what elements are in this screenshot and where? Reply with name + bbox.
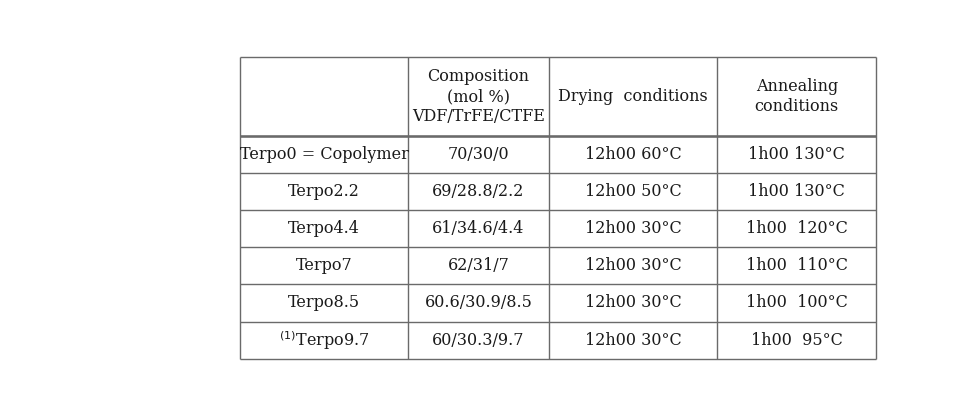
Text: 60/30.3/9.7: 60/30.3/9.7: [432, 332, 525, 349]
Text: 1h00  120°C: 1h00 120°C: [745, 220, 847, 237]
Text: 1h00  110°C: 1h00 110°C: [745, 258, 847, 274]
Text: 62/31/7: 62/31/7: [447, 258, 509, 274]
Text: 12h00 30°C: 12h00 30°C: [584, 220, 681, 237]
Text: 1h00  100°C: 1h00 100°C: [745, 295, 847, 311]
Text: Terpo4.4: Terpo4.4: [288, 220, 360, 237]
Text: $^{(1)}$Terpo9.7: $^{(1)}$Terpo9.7: [278, 329, 369, 351]
Text: 1h00 130°C: 1h00 130°C: [747, 183, 844, 200]
Text: 12h00 30°C: 12h00 30°C: [584, 295, 681, 311]
Text: 12h00 50°C: 12h00 50°C: [584, 183, 681, 200]
Text: 69/28.8/2.2: 69/28.8/2.2: [432, 183, 524, 200]
Text: Annealing
conditions: Annealing conditions: [754, 78, 838, 115]
Text: Terpo2.2: Terpo2.2: [288, 183, 360, 200]
Text: Terpo0 = Copolymer: Terpo0 = Copolymer: [239, 146, 408, 163]
Text: 1h00 130°C: 1h00 130°C: [747, 146, 844, 163]
Text: 12h00 60°C: 12h00 60°C: [584, 146, 681, 163]
Text: Terpo8.5: Terpo8.5: [288, 295, 360, 311]
Text: 60.6/30.9/8.5: 60.6/30.9/8.5: [424, 295, 531, 311]
Text: Terpo7: Terpo7: [295, 258, 352, 274]
Text: Drying  conditions: Drying conditions: [558, 88, 707, 105]
Text: 61/34.6/4.4: 61/34.6/4.4: [432, 220, 524, 237]
Text: 12h00 30°C: 12h00 30°C: [584, 332, 681, 349]
Text: 70/30/0: 70/30/0: [447, 146, 509, 163]
Text: 1h00  95°C: 1h00 95°C: [750, 332, 842, 349]
Text: Composition
(mol %)
VDF/TrFE/CTFE: Composition (mol %) VDF/TrFE/CTFE: [411, 68, 544, 125]
Text: 12h00 30°C: 12h00 30°C: [584, 258, 681, 274]
